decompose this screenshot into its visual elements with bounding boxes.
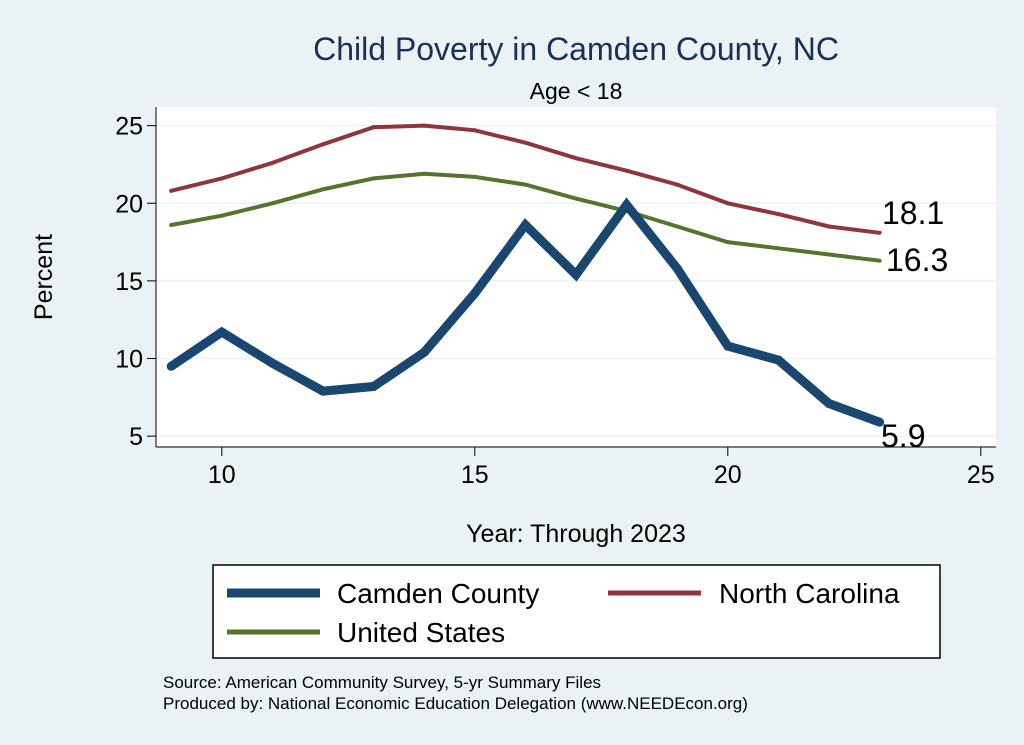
legend: Camden County North Carolina United Stat… — [212, 564, 941, 659]
data-point-camden-county — [622, 200, 632, 210]
y-axis-title: Percent — [30, 234, 58, 320]
data-point-united-states — [827, 252, 832, 257]
data-point-camden-county — [318, 386, 328, 396]
produced-by-line: Produced by: National Economic Education… — [163, 694, 748, 713]
y-tick-label: 20 — [115, 190, 143, 218]
x-axis-title: Year: Through 2023 — [466, 520, 686, 548]
data-point-united-states — [422, 171, 427, 176]
source-line: Source: American Community Survey, 5-yr … — [163, 673, 601, 692]
y-tick-label: 25 — [115, 113, 143, 141]
data-point-north-carolina — [219, 176, 224, 181]
data-point-north-carolina — [725, 201, 730, 206]
y-tick-label: 10 — [115, 346, 143, 374]
data-point-north-carolina — [523, 140, 528, 145]
x-tick-label: 10 — [208, 461, 236, 489]
data-point-north-carolina — [624, 168, 629, 173]
data-point-united-states — [776, 246, 781, 251]
data-point-camden-county — [520, 220, 530, 230]
data-point-united-states — [675, 224, 680, 229]
data-point-united-states — [320, 187, 325, 192]
y-ticks: 5 10 15 20 25 — [115, 113, 156, 451]
data-point-north-carolina — [877, 230, 882, 235]
data-point-united-states — [472, 174, 477, 179]
y-tick-label: 15 — [115, 268, 143, 296]
data-point-united-states — [371, 176, 376, 181]
data-point-north-carolina — [675, 182, 680, 187]
end-label-camden-county: 5.9 — [881, 418, 925, 454]
data-point-united-states — [169, 222, 174, 227]
end-labels: 5.9 18.1 16.3 — [881, 195, 948, 454]
data-point-united-states — [574, 196, 578, 201]
data-point-united-states — [219, 213, 224, 218]
legend-label-camden-county: Camden County — [337, 578, 539, 609]
data-point-united-states — [877, 258, 882, 263]
data-point-north-carolina — [320, 142, 325, 147]
legend-box — [212, 564, 941, 659]
data-point-united-states — [270, 201, 275, 206]
data-point-north-carolina — [776, 212, 781, 217]
data-point-united-states — [523, 182, 528, 187]
data-point-camden-county — [166, 361, 176, 371]
data-point-camden-county — [875, 417, 885, 427]
data-point-north-carolina — [574, 156, 578, 161]
data-point-north-carolina — [371, 125, 376, 130]
data-point-north-carolina — [422, 123, 427, 128]
x-tick-label: 25 — [967, 461, 995, 489]
data-point-north-carolina — [169, 188, 174, 193]
legend-label-united-states: United States — [337, 617, 505, 648]
data-point-camden-county — [773, 355, 783, 365]
data-point-camden-county — [470, 288, 480, 298]
x-tick-label: 15 — [461, 461, 489, 489]
data-point-north-carolina — [270, 160, 275, 165]
data-point-camden-county — [672, 263, 682, 273]
end-label-north-carolina: 18.1 — [882, 195, 944, 231]
data-point-camden-county — [267, 358, 277, 368]
x-tick-label: 20 — [714, 461, 742, 489]
data-point-camden-county — [571, 270, 581, 280]
data-point-north-carolina — [827, 224, 832, 229]
data-point-united-states — [725, 240, 730, 245]
data-point-camden-county — [217, 327, 227, 337]
legend-label-north-carolina: North Carolina — [719, 578, 900, 609]
chart-subtitle: Age < 18 — [530, 78, 623, 104]
data-point-camden-county — [723, 341, 733, 351]
data-point-camden-county — [419, 347, 429, 357]
y-tick-label: 5 — [129, 423, 143, 451]
end-label-united-states: 16.3 — [886, 242, 948, 278]
series-lines — [166, 123, 885, 427]
data-point-camden-county — [369, 381, 379, 391]
data-point-north-carolina — [472, 128, 477, 133]
x-ticks: 10 15 20 25 — [208, 447, 995, 489]
chart-title: Child Poverty in Camden County, NC — [313, 31, 839, 67]
data-point-camden-county — [824, 399, 834, 409]
